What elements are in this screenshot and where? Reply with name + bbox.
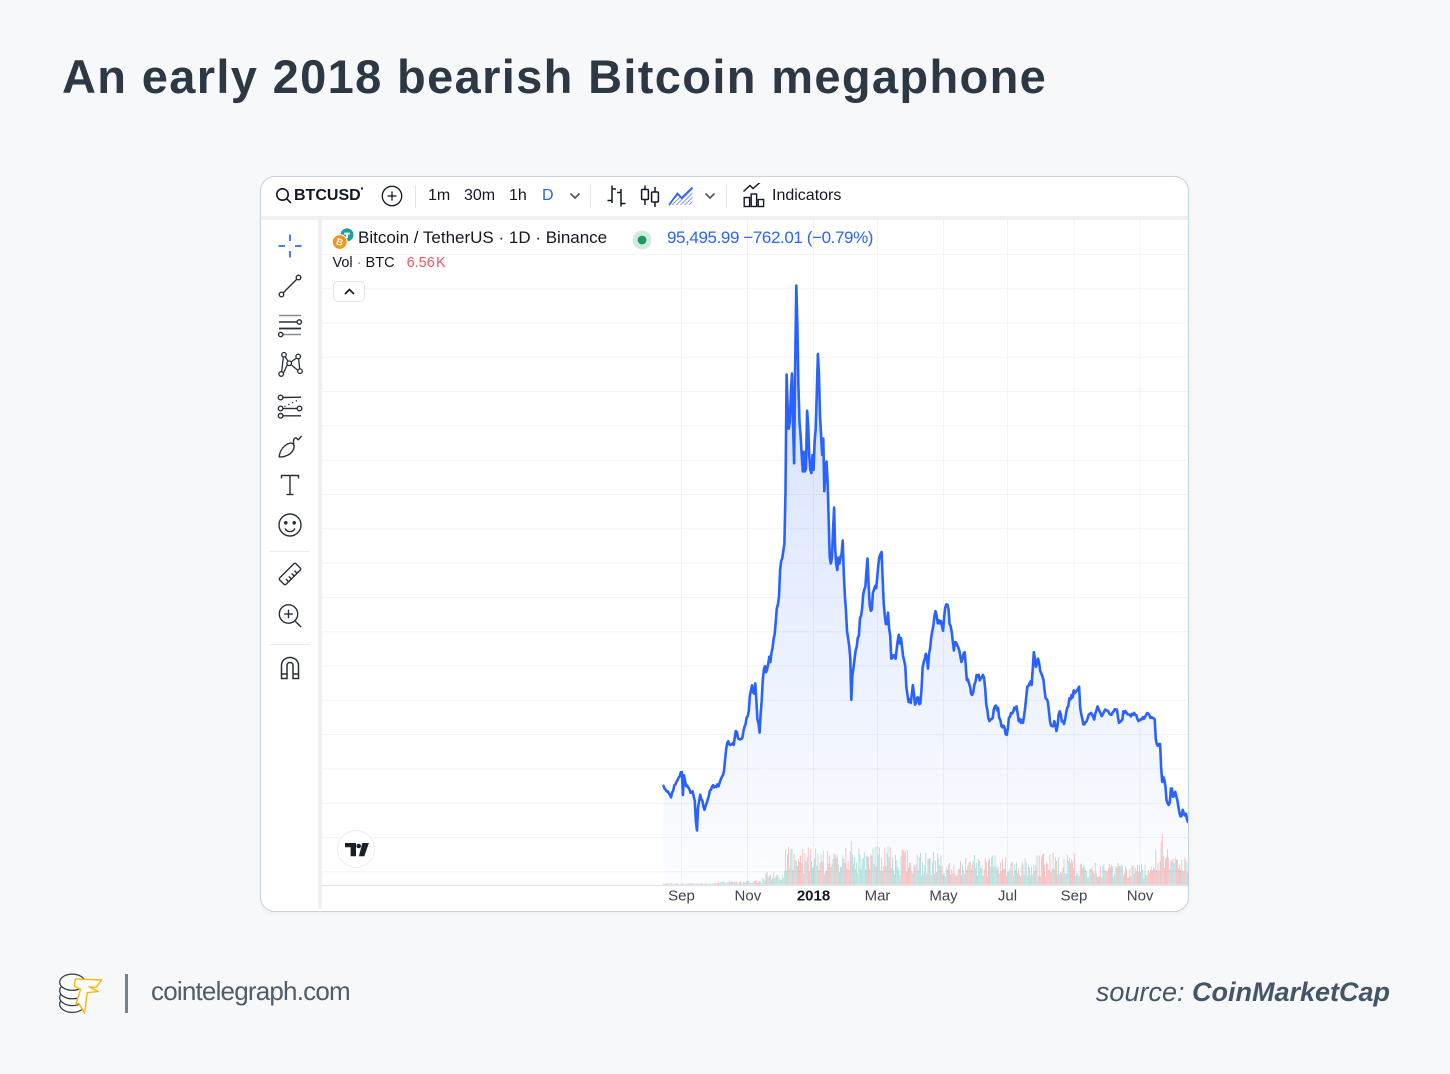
svg-text:Jul: Jul: [998, 888, 1017, 905]
svg-text:May: May: [929, 888, 958, 905]
svg-text:2018: 2018: [797, 888, 830, 905]
svg-text:Sep: Sep: [668, 888, 695, 905]
svg-text:Nov: Nov: [1127, 888, 1154, 905]
svg-text:Sep: Sep: [1061, 888, 1088, 905]
svg-text:Nov: Nov: [735, 888, 762, 905]
svg-text:B: B: [335, 236, 344, 248]
svg-text:Mar: Mar: [865, 888, 891, 905]
